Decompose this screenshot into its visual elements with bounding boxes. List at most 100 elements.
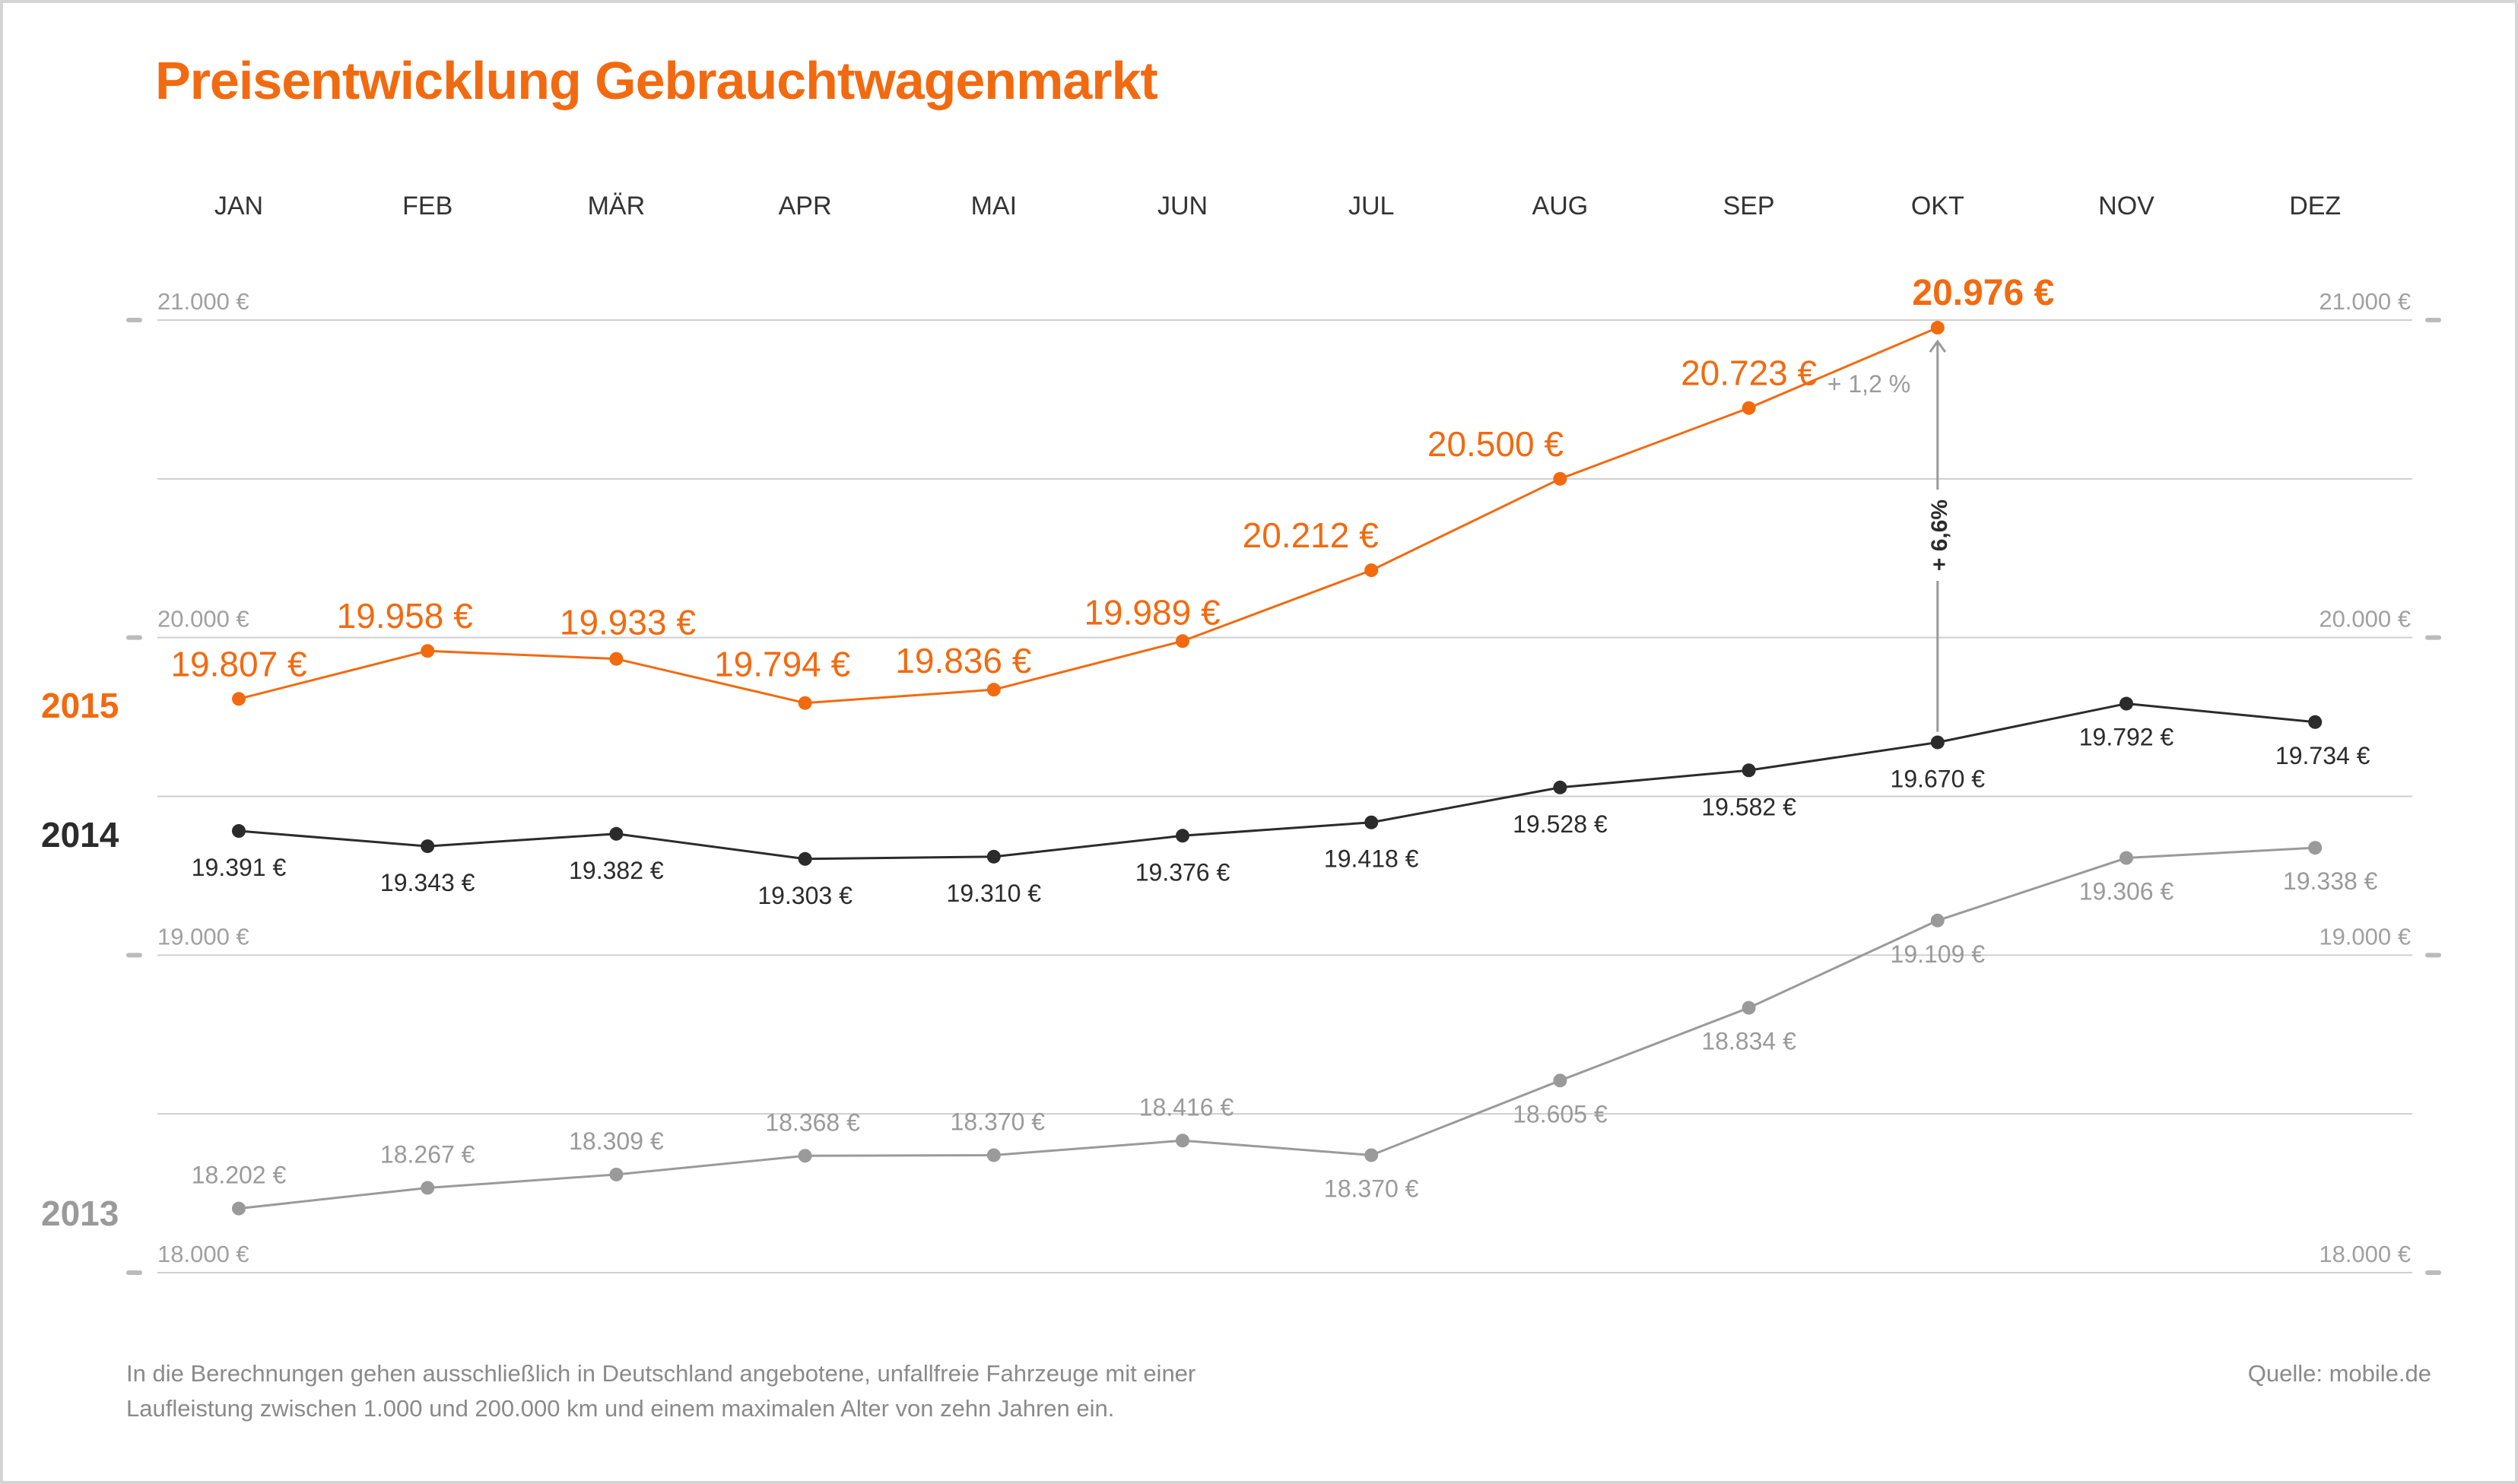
data-label-2013: 18.202 €: [192, 1162, 287, 1189]
data-label-2014: 19.670 €: [1891, 765, 1986, 792]
y-tick-label-left: 19.000 €: [157, 923, 249, 950]
footnote-line-1: In die Berechnungen gehen ausschließlich…: [126, 1360, 1196, 1387]
data-point-2015: [1364, 563, 1379, 578]
data-point-2015: [421, 644, 435, 658]
data-point-2014: [1364, 815, 1379, 829]
data-point-2015: [986, 683, 1001, 697]
annotation-plus-6-6: + 6,6%: [1927, 499, 1952, 571]
data-label-2013: 18.309 €: [569, 1127, 664, 1155]
data-label-2014: 19.382 €: [569, 857, 664, 884]
data-point-2014: [986, 849, 1001, 864]
month-label-sep: SEP: [1723, 192, 1775, 220]
data-label-2015: 19.836 €: [895, 641, 1031, 680]
data-point-2013: [1176, 1134, 1189, 1148]
data-label-2013: 19.338 €: [2283, 867, 2378, 895]
data-label-2014: 19.376 €: [1135, 858, 1230, 886]
data-label-2013: 18.416 €: [1139, 1093, 1234, 1121]
y-tick-label-left: 18.000 €: [157, 1241, 249, 1267]
data-point-2013: [1742, 1000, 1756, 1015]
data-label-2014: 19.418 €: [1324, 845, 1419, 873]
data-point-2014: [1553, 780, 1567, 794]
data-label-2015: 19.989 €: [1084, 592, 1220, 632]
month-label-mai: MAI: [971, 192, 1017, 220]
month-label-jan: JAN: [214, 192, 263, 220]
series-name-2015: 2015: [41, 686, 119, 725]
annotation-label-bg: [1922, 490, 1953, 581]
month-label-jun: JUN: [1157, 192, 1208, 220]
data-point-2014: [1176, 829, 1189, 843]
y-tick-label-left: 21.000 €: [157, 288, 249, 315]
data-point-2014: [1930, 735, 1945, 750]
y-tick-label-right: 18.000 €: [2319, 1241, 2411, 1267]
series-name-2014: 2014: [41, 815, 119, 855]
data-label-2013: 18.605 €: [1513, 1100, 1608, 1127]
footnote: In die Berechnungen gehen ausschließlich…: [126, 1356, 1267, 1426]
data-label-2015: 20.976 €: [1912, 273, 2054, 313]
month-label-nov: NOV: [2098, 192, 2154, 220]
y-tick-label-right: 20.000 €: [2319, 606, 2411, 633]
data-label-2015: 19.933 €: [560, 603, 696, 642]
data-label-2015: 19.794 €: [714, 645, 850, 684]
data-label-2014: 19.792 €: [2079, 724, 2174, 751]
line-chart: JAN FEB MÄR APR MAI JUN JUL AUG SEP OKT NOV DEZ 18.0…: [41, 192, 2441, 1275]
data-point-2015: [1553, 471, 1567, 486]
data-point-2014: [609, 826, 624, 841]
data-label-2015: 20.212 €: [1243, 515, 1379, 555]
data-label-2014: 19.582 €: [1701, 793, 1796, 820]
data-point-2014: [2120, 696, 2133, 711]
data-point-2013: [609, 1167, 624, 1181]
month-label-mär: MÄR: [588, 192, 646, 220]
data-label-2013: 19.109 €: [1891, 940, 1986, 968]
data-label-2013: 18.834 €: [1701, 1028, 1796, 1055]
data-point-2015: [609, 652, 624, 666]
y-tick-label-left: 20.000 €: [157, 606, 249, 633]
data-point-2015: [232, 692, 246, 706]
series-line-2015: [238, 326, 1939, 705]
data-label-2013: 18.267 €: [380, 1140, 475, 1168]
data-label-2013: 18.370 €: [951, 1108, 1046, 1135]
data-label-2014: 19.734 €: [2275, 742, 2370, 769]
series-line-2013: [238, 846, 2316, 1210]
data-label-2015: 19.807 €: [170, 644, 306, 683]
data-point-2013: [798, 1149, 812, 1163]
series-line-2014: [238, 702, 2316, 861]
data-point-2013: [2308, 841, 2323, 855]
month-label-aug: AUG: [1532, 192, 1589, 220]
data-label-2014: 19.303 €: [757, 882, 853, 909]
data-point-2015: [798, 696, 812, 710]
chart-title: Preisentwicklung Gebrauchtwagenmarkt: [155, 51, 1158, 110]
data-label-2014: 19.391 €: [192, 854, 287, 881]
data-label-2015: 19.958 €: [337, 596, 473, 636]
data-point-2015: [1176, 634, 1189, 648]
data-point-2014: [232, 824, 246, 839]
annotation-arrow-head: [1929, 339, 1947, 353]
data-label-2014: 19.310 €: [947, 880, 1042, 907]
data-point-2013: [1364, 1148, 1379, 1162]
data-point-2014: [1742, 763, 1756, 778]
data-point-2013: [1930, 913, 1945, 928]
data-point-2014: [421, 839, 435, 854]
annotation-plus-1-2: + 1,2 %: [1827, 370, 1910, 398]
month-label-feb: FEB: [402, 192, 452, 220]
month-label-jul: JUL: [1348, 192, 1394, 220]
data-label-2013: 19.306 €: [2079, 878, 2174, 905]
data-point-2015: [1742, 401, 1756, 415]
y-tick-label-right: 21.000 €: [2319, 288, 2411, 315]
data-label-2015: 20.500 €: [1427, 424, 1564, 464]
data-label-2013: 18.368 €: [765, 1108, 860, 1136]
month-label-dez: DEZ: [2289, 192, 2341, 220]
data-label-2014: 19.528 €: [1513, 810, 1608, 838]
data-point-2013: [1553, 1073, 1567, 1088]
data-point-2013: [2120, 851, 2133, 865]
data-point-2013: [986, 1148, 1001, 1162]
data-label-2013: 18.370 €: [1324, 1175, 1419, 1202]
data-point-2013: [421, 1181, 435, 1195]
footnote-line-2: Laufleistung zwischen 1.000 und 200.000 …: [126, 1395, 1115, 1422]
data-point-2014: [2308, 715, 2323, 729]
data-point-2013: [232, 1201, 246, 1216]
source-note: Quelle: mobile.de: [2247, 1360, 2431, 1387]
data-point-2014: [798, 851, 812, 866]
y-tick-label-right: 19.000 €: [2319, 923, 2411, 950]
month-label-okt: OKT: [1911, 192, 1964, 220]
